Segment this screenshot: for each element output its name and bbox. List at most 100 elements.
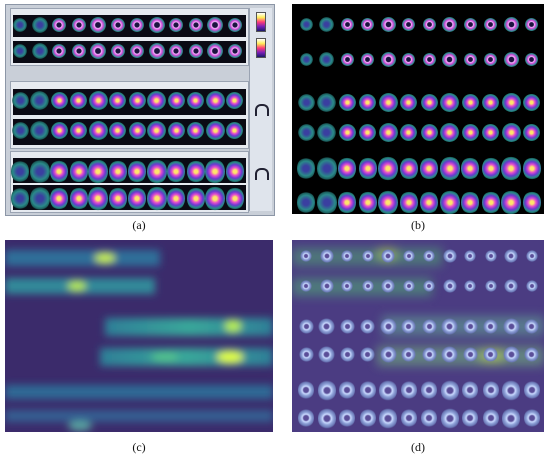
heart-slice xyxy=(108,187,127,210)
heart-slice xyxy=(481,157,500,180)
heart-slice xyxy=(420,191,438,214)
heart-slice xyxy=(379,379,397,402)
heart-slice xyxy=(69,160,88,183)
heart-slice xyxy=(71,44,86,58)
heart-slice xyxy=(298,408,314,428)
heart-slice xyxy=(128,121,146,139)
heart-slice xyxy=(379,407,397,430)
panel-c-band xyxy=(100,348,273,366)
heart-slice xyxy=(108,160,127,183)
heart-slice xyxy=(421,318,437,334)
heart-slice xyxy=(525,52,538,66)
heart-slice xyxy=(167,187,185,210)
heart-slice xyxy=(31,17,48,33)
heart-slice xyxy=(523,93,540,111)
heart-slice xyxy=(297,93,315,111)
heart-slice xyxy=(186,187,205,210)
panel-a-strip-stress xyxy=(13,15,246,37)
heart-slice xyxy=(502,317,520,335)
heart-slice xyxy=(461,93,479,111)
heart-slice xyxy=(502,345,520,363)
heart-slice xyxy=(379,345,397,363)
heart-slice xyxy=(207,43,223,59)
heart-slice xyxy=(359,93,376,111)
heart-slice xyxy=(378,122,398,142)
heart-slice xyxy=(186,160,205,183)
heart-slice xyxy=(90,43,106,59)
heart-slice xyxy=(109,121,126,139)
panel-a-software-screenshot xyxy=(5,4,275,216)
heart-slice xyxy=(299,17,313,31)
heart-slice xyxy=(226,121,243,139)
heart-slice xyxy=(440,92,459,112)
heart-slice xyxy=(522,157,541,180)
heart-slice xyxy=(317,379,336,402)
heart-slice xyxy=(401,318,416,334)
caption-b: (b) xyxy=(411,218,425,232)
heart-slice xyxy=(524,318,539,334)
heart-slice xyxy=(225,187,244,210)
panel-c-image xyxy=(5,240,273,432)
heart-slice xyxy=(319,249,334,263)
heart-slice xyxy=(361,280,374,292)
heart-slice xyxy=(483,346,498,362)
heart-slice xyxy=(207,17,223,33)
heart-slice xyxy=(440,379,459,402)
heart-slice xyxy=(420,123,438,141)
heart-slice xyxy=(226,91,243,109)
heart-slice xyxy=(205,90,225,110)
heart-slice xyxy=(146,159,167,184)
heart-slice xyxy=(316,190,337,214)
heart-slice xyxy=(188,44,203,58)
caption-c: (c) xyxy=(132,440,146,454)
heart-slice xyxy=(70,121,87,139)
heart-slice xyxy=(169,18,183,32)
heart-slice xyxy=(71,18,86,32)
heart-slice xyxy=(421,346,437,362)
heart-slice xyxy=(461,123,479,141)
heart-slice xyxy=(484,17,497,31)
heart-slice xyxy=(525,17,538,31)
heart-slice xyxy=(340,52,354,66)
heart-slice xyxy=(523,123,540,141)
heart-slice xyxy=(482,408,499,428)
heart-slice xyxy=(341,280,353,292)
heart-slice xyxy=(317,407,336,430)
heart-slice xyxy=(441,345,458,363)
heart-slice xyxy=(421,408,437,428)
panel-d-overlay xyxy=(292,240,544,432)
heart-slice xyxy=(381,249,395,263)
heart-slice xyxy=(227,18,242,32)
heart-slice xyxy=(420,157,438,180)
heart-slice xyxy=(361,17,374,31)
heart-slice xyxy=(525,280,538,292)
heart-slice xyxy=(298,346,314,362)
heart-slice xyxy=(400,123,417,141)
heart-slice xyxy=(361,52,374,66)
heart-slice xyxy=(90,17,106,33)
heart-slice xyxy=(128,187,146,210)
heart-slice xyxy=(29,159,50,184)
heart-slice xyxy=(50,121,68,139)
heart-slice xyxy=(378,190,398,214)
panel-a-side-toolbar xyxy=(249,8,272,211)
heart-slice xyxy=(318,345,335,363)
heart-slice xyxy=(361,250,374,262)
heart-slice xyxy=(501,190,521,214)
panel-d-band xyxy=(377,346,544,366)
heart-slice xyxy=(13,18,27,32)
heart-slice xyxy=(420,93,438,111)
heart-slice xyxy=(440,407,459,430)
panel-c-hotspot xyxy=(217,351,243,363)
heart-slice xyxy=(298,318,314,334)
heart-slice xyxy=(463,52,477,66)
heart-slice xyxy=(504,279,518,293)
panel-c-hotspot xyxy=(225,320,241,332)
heart-slice xyxy=(380,51,396,67)
heart-slice xyxy=(110,18,125,32)
heart-slice xyxy=(11,160,29,183)
heart-slice xyxy=(88,120,108,140)
heart-slice xyxy=(147,90,166,110)
heart-slice xyxy=(462,318,478,334)
heart-slice xyxy=(378,156,398,181)
